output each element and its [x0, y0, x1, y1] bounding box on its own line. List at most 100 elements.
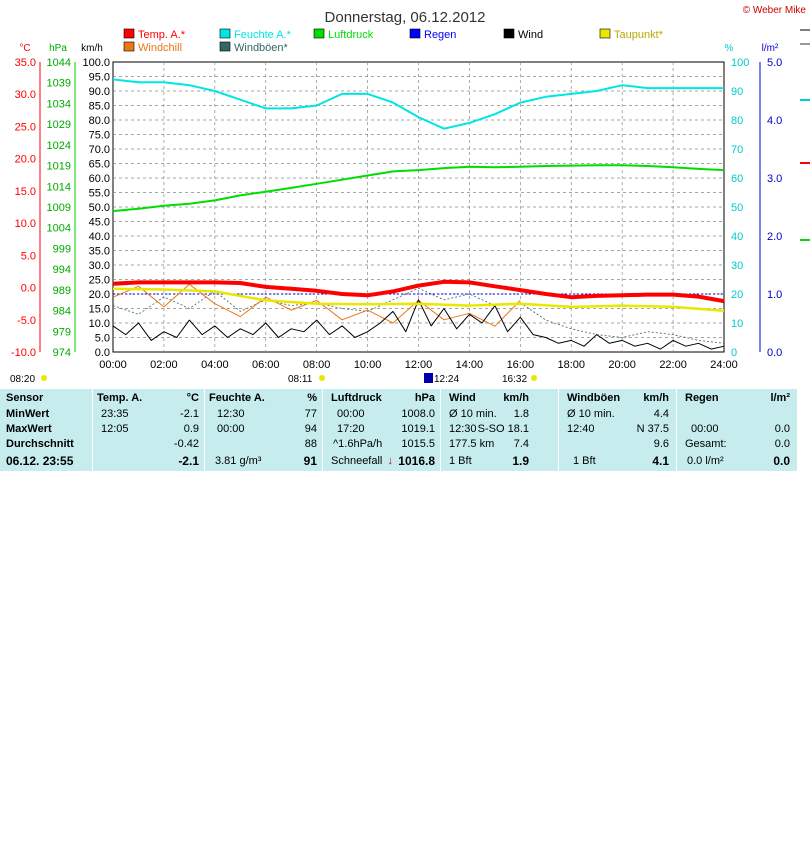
current-datetime: 06.12. 23:55 [6, 454, 74, 468]
legend-label: Wind [518, 29, 543, 41]
y-tick-label-humidity: 70 [731, 144, 743, 156]
transit-icon [424, 373, 433, 383]
y-tick-label-temp: 10.0 [15, 218, 36, 230]
y-tick-label-pressure: 1029 [47, 119, 71, 131]
y-tick-label-wind: 55.0 [89, 188, 110, 200]
y-tick-label-humidity: 30 [731, 260, 743, 272]
y-tick-label-temp: -10.0 [11, 347, 36, 359]
y-tick-label-humidity: 40 [731, 231, 743, 243]
y-tick-label-pressure: 1044 [47, 57, 71, 69]
y-tick-label-temp: 30.0 [15, 89, 36, 101]
y-tick-label-wind: 35.0 [89, 246, 110, 258]
x-tick-label: 00:00 [99, 359, 127, 371]
y-tick-label-rain: 5.0 [767, 57, 782, 69]
y-tick-label-wind: 0.0 [95, 347, 110, 359]
temp-unit: °C [186, 392, 199, 404]
unit-wind: km/h [81, 43, 103, 54]
temp-avg: -0.42 [173, 438, 199, 450]
y-tick-label-wind: 65.0 [89, 159, 110, 171]
unit-rain: l/m² [762, 43, 779, 54]
y-tick-label-pressure: 1009 [47, 202, 71, 214]
y-tick-label-rain: 1.0 [767, 289, 782, 301]
civil-icon [319, 375, 325, 381]
plot-area: 00:00 02:00 04:00 06:00 08:00 10:00 12:00 14:00… [11, 57, 782, 371]
y-tick-label-temp: 0.0 [21, 283, 36, 295]
y-tick-label-wind: 40.0 [89, 231, 110, 243]
rain-header: Regen [685, 392, 719, 404]
pressure-trend: ^1.6hPa/h [333, 438, 383, 450]
y-tick-label-pressure: 1019 [47, 161, 71, 173]
y-tick-label-pressure: 1014 [47, 181, 71, 193]
x-tick-label: 10:00 [354, 359, 382, 371]
y-tick-label-pressure: 1034 [47, 98, 71, 110]
temp-current: -2.1 [178, 454, 199, 468]
sunset-label: 16:32 [502, 374, 527, 385]
wind-run: 177.5 km [449, 438, 495, 450]
series-taupunkt [112, 287, 725, 313]
y-tick-label-wind: 45.0 [89, 217, 110, 229]
legend-label: Luftdruck [328, 29, 374, 41]
y-tick-label-humidity: 10 [731, 318, 743, 330]
y-tick-label-wind: 10.0 [89, 318, 110, 330]
wind-current: 1.9 [512, 454, 529, 468]
x-tick-label: 12:00 [405, 359, 433, 371]
wind-max-time: 12:30 [449, 423, 477, 435]
maxwert-label: MaxWert [6, 423, 52, 435]
y-tick-label-pressure: 999 [53, 243, 71, 255]
y-tick-label-humidity: 0 [731, 347, 737, 359]
rain-total: 0.0 [774, 438, 790, 450]
pressure-max: 1019.1 [401, 423, 435, 435]
humidity-max-time: 00:00 [217, 423, 245, 435]
pressure-current: 1016.8 [398, 454, 435, 468]
sensor-header: Sensor [6, 392, 44, 404]
humidity-min-time: 12:30 [217, 408, 245, 420]
legend-swatch [219, 28, 231, 39]
y-tick-label-wind: 95.0 [89, 72, 110, 84]
civil-label: 08:11 [288, 374, 313, 385]
legend-label: Feuchte A.* [234, 29, 292, 41]
y-tick-label-wind: 80.0 [89, 115, 110, 127]
y-tick-label-humidity: 60 [731, 173, 743, 185]
series-luftdruck [112, 164, 725, 213]
y-tick-label-wind: 5.0 [95, 333, 110, 345]
x-tick-label: 08:00 [303, 359, 331, 371]
axis-units: °C hPa km/h % l/m² [19, 43, 779, 54]
pressure-avg: 1015.5 [401, 438, 435, 450]
unit-temp: °C [19, 43, 30, 54]
y-tick-label-pressure: 984 [53, 306, 71, 318]
y-tick-label-wind: 50.0 [89, 202, 110, 214]
transit-label: 12:24 [434, 374, 459, 385]
y-tick-label-wind: 60.0 [89, 173, 110, 185]
x-tick-label: 14:00 [456, 359, 484, 371]
temp-min: -2.1 [180, 408, 199, 420]
stats-col-humidity: Feuchte A.% 12:30 77 00:00 94 88 3.81 g/m³… [204, 389, 323, 471]
y-tick-label-temp: 35.0 [15, 57, 36, 69]
humidity-current: 91 [303, 454, 317, 468]
stats-panel: Sensor MinWert MaxWert Durchschnitt 06.1… [0, 389, 798, 842]
x-tick-label: 16:00 [507, 359, 535, 371]
y-tick-label-pressure: 1004 [47, 223, 71, 235]
humidity-avg: 88 [304, 438, 317, 450]
y-tick-label-pressure: 989 [53, 285, 71, 297]
legend-swatch [123, 28, 135, 39]
wind-header: Wind [449, 392, 476, 404]
stats-col-rain: Regen l/m² 00:00 0.0 Gesamt: 0.0 0.0 l/m² 0.… [676, 389, 798, 471]
series-feuchte-a [112, 78, 724, 130]
chart-title: Donnerstag, 06.12.2012 [325, 9, 486, 26]
y-tick-label-pressure: 974 [53, 347, 71, 359]
pressure-arrow-icon: ↓ [387, 455, 394, 467]
gust-avg10-label: Ø 10 min. [567, 408, 615, 420]
temp-header: Temp. A. [97, 392, 143, 404]
y-tick-label-temp: 25.0 [15, 121, 36, 133]
y-tick-label-wind: 85.0 [89, 101, 110, 113]
y-tick-label-temp: -5.0 [17, 315, 36, 327]
x-tick-label: 06:00 [252, 359, 280, 371]
y-tick-label-temp: 5.0 [21, 250, 36, 262]
gust-bft: 1 Bft [573, 455, 596, 467]
y-tick-label-temp: 20.0 [15, 154, 36, 166]
sun-markers: 08:20 08:11 12:24 16:32 [10, 373, 537, 385]
temp-min-time: 23:35 [101, 408, 129, 420]
x-tick-label: 22:00 [659, 359, 687, 371]
legend-label: Regen [424, 29, 456, 41]
sunrise-label: 08:20 [10, 374, 35, 385]
